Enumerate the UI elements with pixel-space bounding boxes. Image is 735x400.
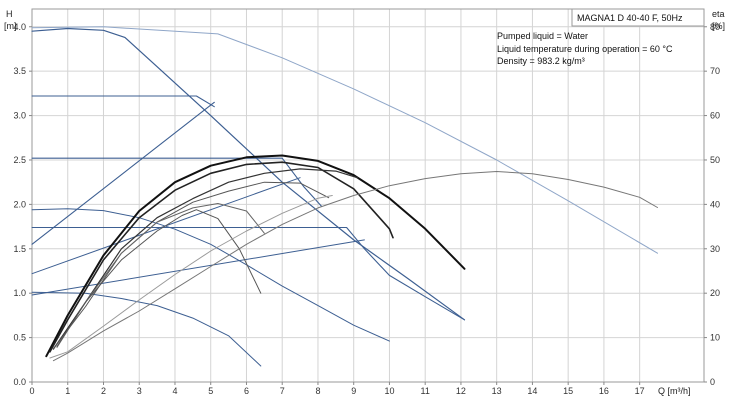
x-tick-label: 10	[384, 386, 394, 396]
head-curve	[31, 291, 262, 367]
x-tick-label: 6	[244, 386, 249, 396]
x-tick-label: 17	[635, 386, 645, 396]
head-curve	[31, 226, 466, 321]
x-tick-label: 14	[527, 386, 537, 396]
y-left-tick-label: 1.0	[13, 288, 26, 298]
y-left-tick-label: 3.5	[13, 66, 26, 76]
curves	[31, 26, 658, 367]
x-tick-label: 7	[280, 386, 285, 396]
x-tick-label: 11	[421, 386, 430, 396]
x-tick-label: 1	[65, 386, 70, 396]
y-right-tick-label: 30	[710, 244, 720, 254]
ticks: 0 1 2 3 4 5 6 7 8 9 10 11 12 13 14 15 16 170.00.51.01.52.…	[13, 22, 720, 396]
x-tick-label: 8	[315, 386, 320, 396]
x-tick-label: 4	[172, 386, 177, 396]
y-right-tick-label: 10	[710, 333, 720, 343]
efficiency-curve	[45, 154, 466, 358]
x-tick-label: 5	[208, 386, 213, 396]
y-left-label-top: H	[6, 9, 13, 19]
title-box	[571, 8, 705, 27]
y-right-tick-label: 60	[710, 111, 720, 121]
y-left-tick-label: 4.0	[13, 22, 26, 32]
x-tick-label: 15	[563, 386, 573, 396]
y-right-label-bottom: [%]	[712, 21, 725, 31]
y-right-tick-label: 0	[710, 377, 715, 387]
y-left-tick-label: 2.5	[13, 155, 26, 165]
head-curve	[31, 95, 215, 108]
x-tick-label: 9	[351, 386, 356, 396]
y-right-tick-label: 20	[710, 288, 720, 298]
y-left-tick-label: 0.0	[13, 377, 26, 387]
annotation-density: Density = 983.2 kg/m³	[497, 56, 585, 66]
y-left-tick-label: 3.0	[13, 111, 26, 121]
y-right-tick-label: 70	[710, 66, 720, 76]
plot-frame	[31, 8, 705, 383]
efficiency-curve	[52, 168, 358, 350]
x-tick-label: 2	[101, 386, 106, 396]
y-left-label-bottom: [m]	[4, 21, 17, 31]
head-curve	[31, 157, 323, 207]
y-right-tick-label: 40	[710, 199, 720, 209]
head-curve	[31, 26, 658, 254]
annotation-temperature: Liquid temperature during operation = 60…	[497, 44, 673, 54]
head-curve	[31, 208, 390, 342]
y-right-tick-label: 50	[710, 155, 720, 165]
annotation-liquid: Pumped liquid = Water	[497, 31, 588, 41]
efficiency-curve	[52, 171, 658, 362]
efficiency-curve	[49, 161, 394, 353]
efficiency-curve	[49, 195, 333, 359]
x-tick-label: 0	[29, 386, 34, 396]
x-axis-label: Q [m³/h]	[658, 386, 691, 396]
x-tick-label: 3	[137, 386, 142, 396]
y-left-tick-label: 2.0	[13, 199, 26, 209]
y-right-tick-label: 80	[710, 22, 720, 32]
efficiency-curve	[56, 203, 265, 348]
x-tick-label: 12	[456, 386, 466, 396]
x-tick-label: 13	[492, 386, 502, 396]
head-curve	[31, 27, 466, 321]
x-tick-label: 16	[599, 386, 609, 396]
chart-title: MAGNA1 D 40-40 F, 50Hz	[577, 13, 683, 23]
y-left-tick-label: 0.5	[13, 333, 26, 343]
y-right-label-top: eta	[712, 9, 725, 19]
y-left-tick-label: 1.5	[13, 244, 26, 254]
system-curve	[31, 101, 215, 245]
